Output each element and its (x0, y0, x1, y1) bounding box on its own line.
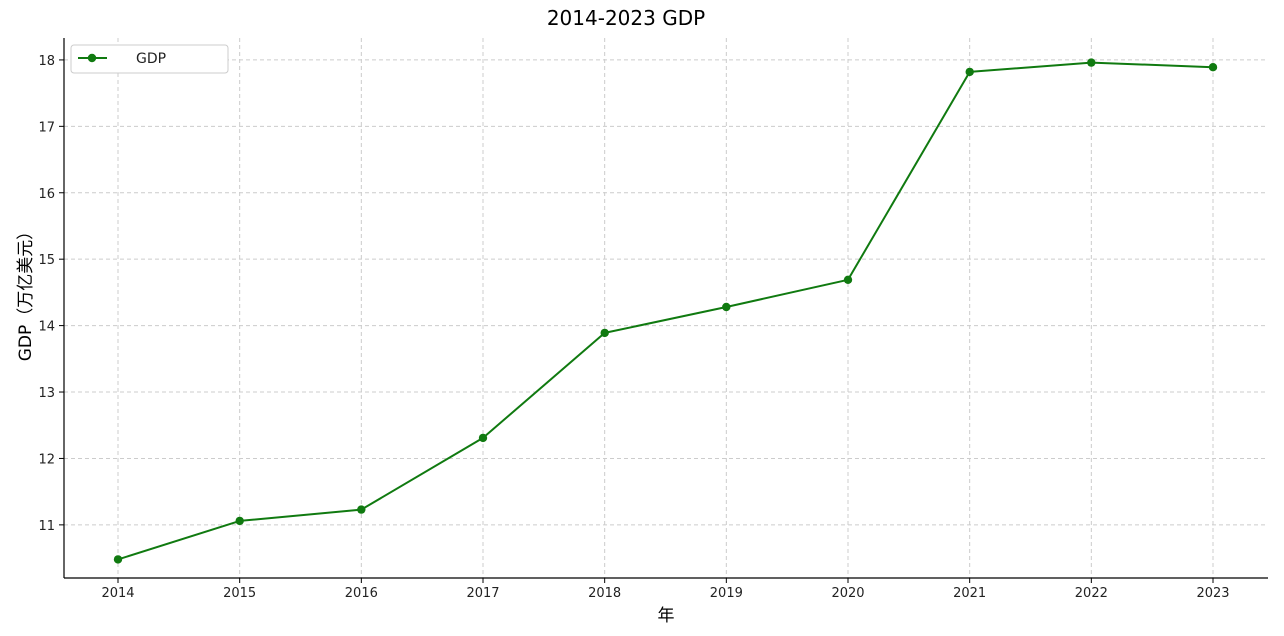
grid-lines (64, 38, 1268, 578)
legend-marker (87, 53, 97, 63)
x-tick-label: 2021 (953, 586, 986, 601)
y-tick-label: 11 (38, 519, 55, 534)
series-layer (113, 58, 1218, 564)
data-point (357, 505, 366, 514)
data-point (722, 302, 731, 312)
x-tick-label: 2014 (101, 586, 134, 601)
y-tick-label: 18 (38, 54, 55, 69)
x-tick-label: 2015 (223, 586, 256, 601)
y-axis-title: GDP（万亿美元） (16, 223, 36, 362)
series-line-gdp (117, 61, 1214, 561)
y-tick-label: 12 (38, 452, 55, 467)
x-tick-label: 2022 (1075, 586, 1108, 601)
data-point (478, 433, 488, 443)
y-tick-label: 14 (38, 320, 55, 335)
x-axis-ticks: 2014 2015 2016 2017 2018 2019 2020 2021 2022 2023 (101, 578, 1230, 601)
x-tick-label: 2017 (466, 586, 499, 601)
x-tick-label: 2018 (588, 586, 621, 601)
data-point (600, 328, 609, 338)
x-axis-title: 年 (658, 606, 675, 626)
axes (63, 38, 1268, 579)
y-tick-label: 13 (38, 386, 55, 401)
y-tick-label: 15 (38, 253, 55, 268)
legend-box (70, 44, 229, 74)
x-tick-label: 2019 (710, 586, 743, 601)
chart-title: 2014-2023 GDP (547, 6, 705, 30)
legend: GDP (70, 44, 229, 74)
data-point (235, 516, 244, 526)
y-tick-label: 16 (38, 187, 55, 202)
x-tick-label: 2016 (345, 586, 378, 601)
data-point (1087, 58, 1096, 67)
data-point (965, 67, 974, 77)
x-tick-label: 2020 (831, 586, 864, 601)
x-tick-label: 2023 (1196, 586, 1229, 601)
data-point (113, 555, 123, 564)
data-point (1208, 62, 1218, 72)
y-tick-label: 17 (38, 120, 55, 135)
y-axis-ticks: 11 12 13 14 15 16 17 18 (38, 54, 64, 534)
legend-label: GDP (136, 51, 166, 67)
data-point (843, 275, 853, 284)
